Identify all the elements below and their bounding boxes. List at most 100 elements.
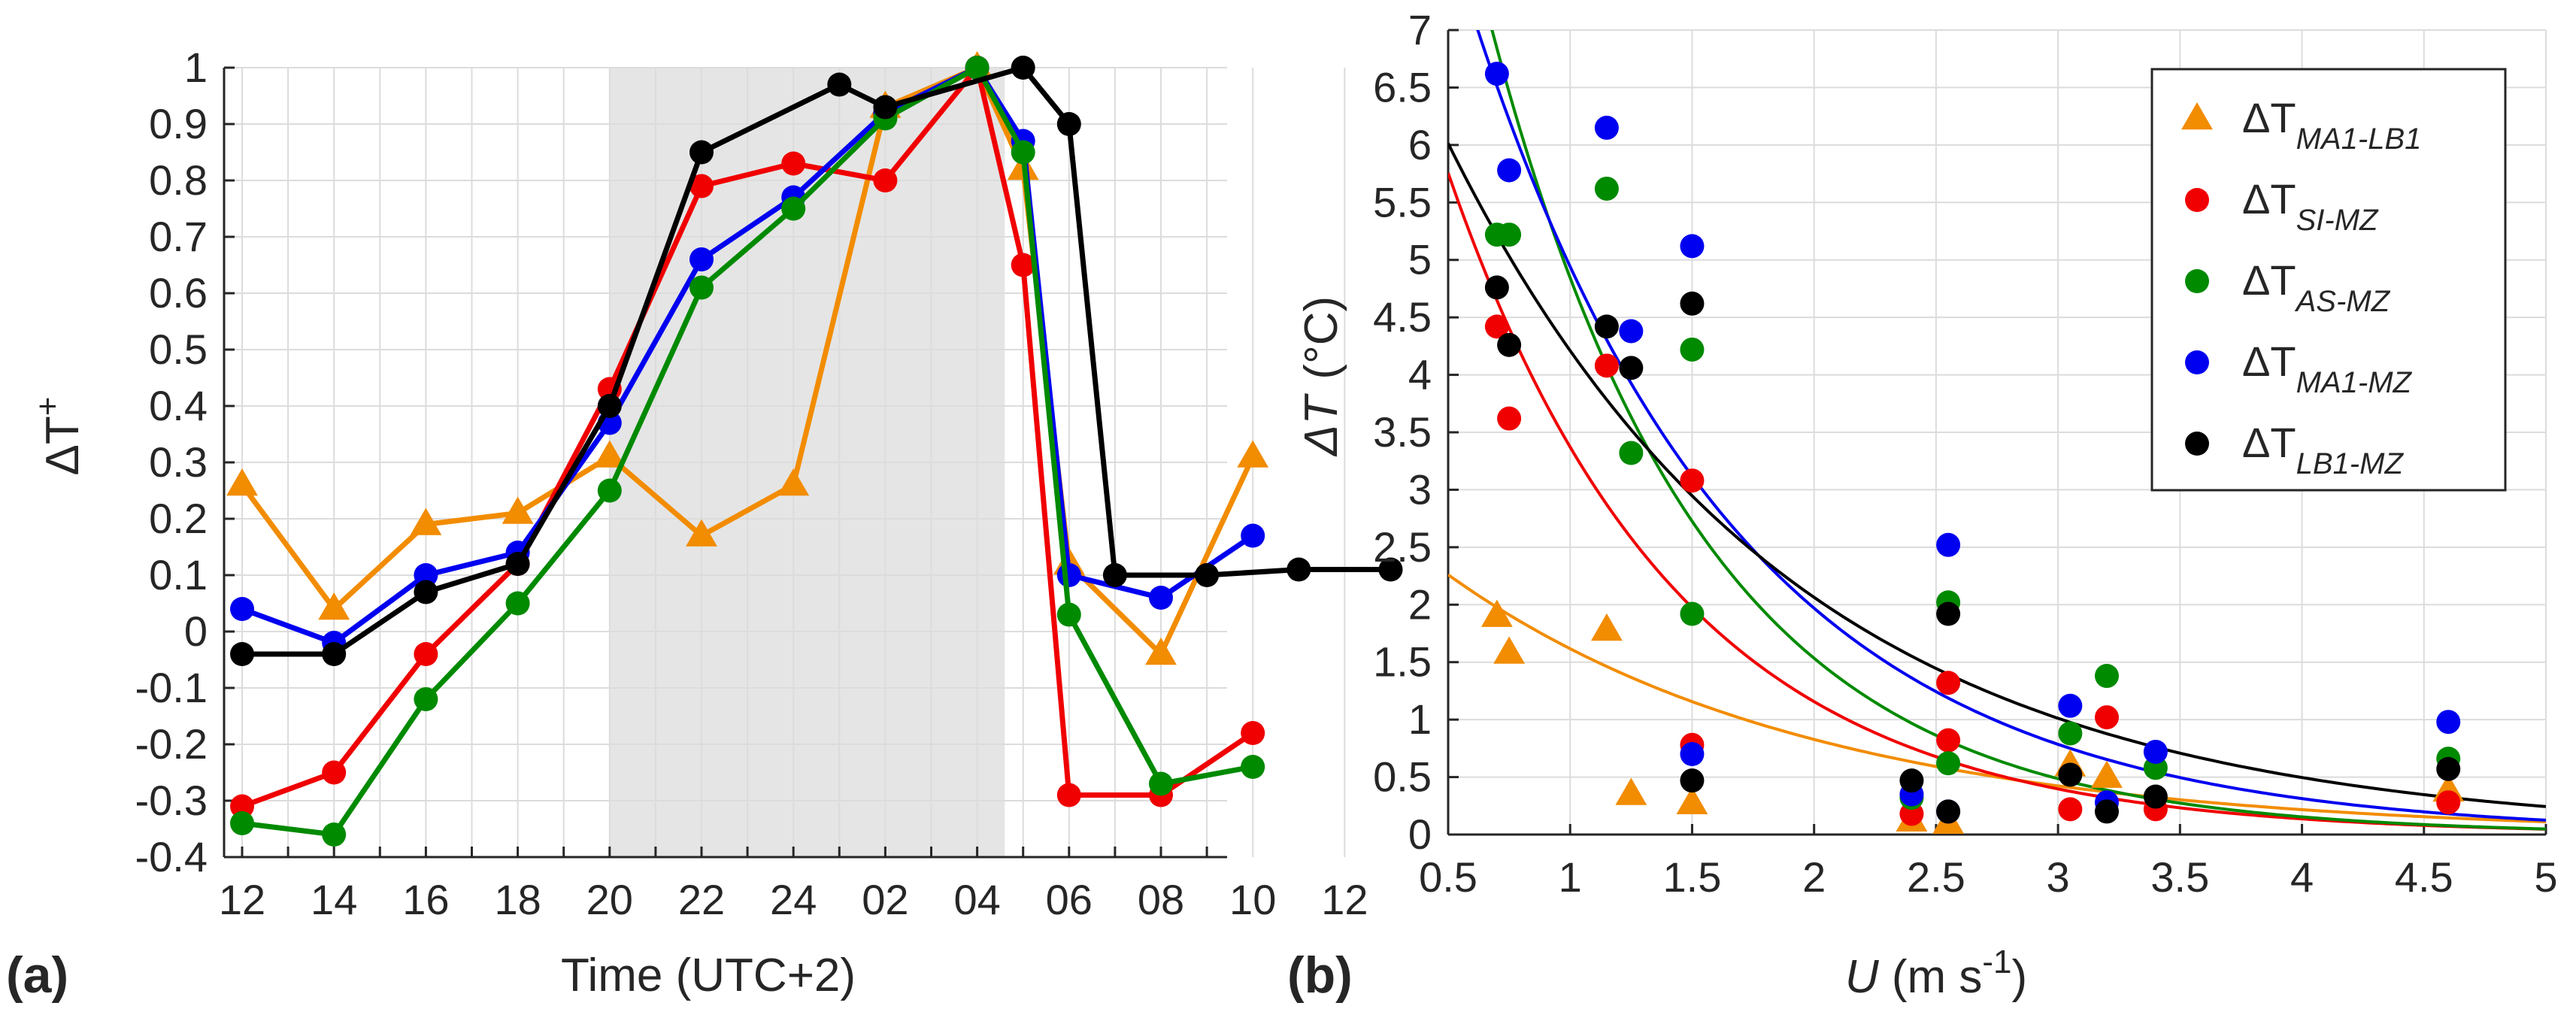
panel-a-y-tick-label: 0.2 [149,495,208,542]
panel-a-point-black [322,642,347,666]
panel-a-point-green [230,811,254,835]
panel-b-x-tick-label: 2 [1802,853,1826,901]
panel-b-point [1493,636,1526,664]
panel-b-legend-label: ΔTSI-MZ [2242,175,2379,237]
panel-b-legend-entry: ΔTMA1-MZ [2185,338,2413,399]
panel-a-point-black [1286,557,1311,582]
panel-b-series [1480,599,2465,835]
panel-a-point-orange [226,468,258,496]
panel-b-point [1676,786,1708,815]
panel-b-point [2058,693,2083,718]
panel-b-point [1594,115,1619,140]
panel-b-legend-entry: ΔTMA1-LB1 [2181,94,2421,156]
panel-b-legend-marker [2185,432,2209,456]
panel-a-point-red [1241,721,1265,745]
panel-b-point [1497,332,1522,357]
panel-a-point-red [322,760,347,785]
panel-b-x-tick-label: 3 [2047,853,2070,901]
panel-b-point [1484,62,1509,86]
panel-b-y-tick-label: 6 [1408,121,1432,168]
panel-a-point-red [414,642,438,666]
panel-a-y-tick-label: -0.4 [135,833,208,880]
panel-b-point [1936,728,1961,753]
panel-a-point-blue [414,563,438,587]
panel-b-y-axis-title: ΔT (°C) [1296,296,1347,457]
panel-a-point-black [873,95,898,120]
panel-b-legend-entry: ΔTLB1-MZ [2185,419,2404,480]
panel-a-point-orange [1237,440,1269,468]
panel-b-legend-marker [2185,350,2209,374]
panel-a-x-tick-label: 14 [311,876,357,923]
panel-a-x-tick-label: 08 [1138,876,1184,923]
panel-b-legend-sub: MA1-LB1 [2296,123,2422,156]
panel-a-y-tick-label: 0.3 [149,438,208,486]
panel-a-x-tick-label: 02 [862,876,908,923]
panel-b-point [2095,799,2119,824]
panel-b-y-tick-label: 6.5 [1373,63,1432,111]
panel-a-y-axis-title: ΔT+ [29,397,89,476]
panel-b-point [1594,176,1619,201]
panel-a-y-tick-label: 0 [184,607,208,655]
panel-a-x-tick-label: 10 [1229,876,1276,923]
panel-a-x-tick-label: 24 [770,876,817,923]
panel-a-point-black [505,552,530,576]
panel-a-point-red [689,174,714,198]
panel-a-point-green [1241,755,1265,779]
panel-a-point-orange [686,519,717,547]
panel-a-line-chart: -0.4 -0.3 -0.2 -0.1 0 0.1 0.2 0.3 0.4 0.5 0.6 0.7 0.… [6,44,1403,1004]
panel-a-x-tick-label: 16 [402,876,449,923]
panel-a-x-tick-label: 20 [586,876,633,923]
panel-b-point [1619,356,1644,380]
panel-b-legend-entry: ΔTSI-MZ [2185,175,2379,237]
panel-a-point-green [597,478,622,503]
panel-b-point [2436,710,2461,735]
panel-b-point [1594,353,1619,378]
panel-b-x-tick-label: 4 [2290,853,2314,901]
panel-a-x-tick-label: 12 [219,876,265,923]
panel-b-legend-label: ΔTMA1-MZ [2242,338,2413,399]
panel-b-point [1936,799,1961,824]
panel-a-point-black [689,140,714,165]
panel-a-point-blue [1149,586,1173,610]
panel-b-fit-curve [1490,30,2546,831]
panel-a-point-red [781,151,806,176]
panel-a-point-black [1378,557,1403,582]
panel-b-point [1619,319,1644,344]
panel-a-point-green [965,56,989,80]
panel-b-y-tick-label: 2 [1408,580,1432,628]
panel-b-point [1484,314,1509,339]
panel-b-y-axis-main: ΔT [1296,393,1347,458]
panel-b-legend-main: ΔT [2242,175,2296,223]
panel-b-point [1936,671,1961,695]
panel-a-x-tick-label: 18 [494,876,541,923]
panel-a-x-tick-label: 12 [1321,876,1368,923]
panel-b-point [1680,337,1705,362]
panel-a-point-blue [1241,523,1265,548]
panel-b-point [2436,756,2461,781]
panel-a-point-black [1056,112,1081,136]
panel-b-series [1484,275,2461,824]
panel-b-point [1594,314,1619,339]
panel-a-point-green [1011,140,1035,165]
panel-a-point-black [1195,563,1220,587]
panel-b-x-axis-unit: (m s [1879,951,1983,1003]
panel-b-y-tick-label: 3 [1408,465,1432,513]
panel-b-point [2143,784,2168,809]
panel-a-x-tick-label: 06 [1046,876,1093,923]
panel-b-y-tick-label: 5.5 [1373,178,1432,226]
panel-a-series-black [230,56,1403,666]
panel-b-point [2058,797,2083,822]
panel-a-y-tick-label: 0.4 [149,382,208,429]
panel-a-point-orange [502,496,534,524]
panel-b-legend-label: ΔTMA1-LB1 [2242,94,2421,156]
panel-b-x-axis-close: ) [2012,951,2028,1003]
panel-b-y-tick-label: 0 [1408,810,1432,858]
panel-b-legend-sub: MA1-MZ [2296,366,2413,399]
panel-b-y-tick-label: 2.5 [1373,523,1432,571]
panel-b-x-axis-title: U (m s-1) [1845,944,2027,1003]
panel-b-point [2095,705,2119,730]
panel-b-point [1615,777,1647,805]
panel-b-y-tick-label: 4 [1408,351,1432,398]
panel-b-legend-label: ΔTAS-MZ [2242,256,2391,318]
panel-a-y-tick-label: -0.2 [135,720,208,768]
